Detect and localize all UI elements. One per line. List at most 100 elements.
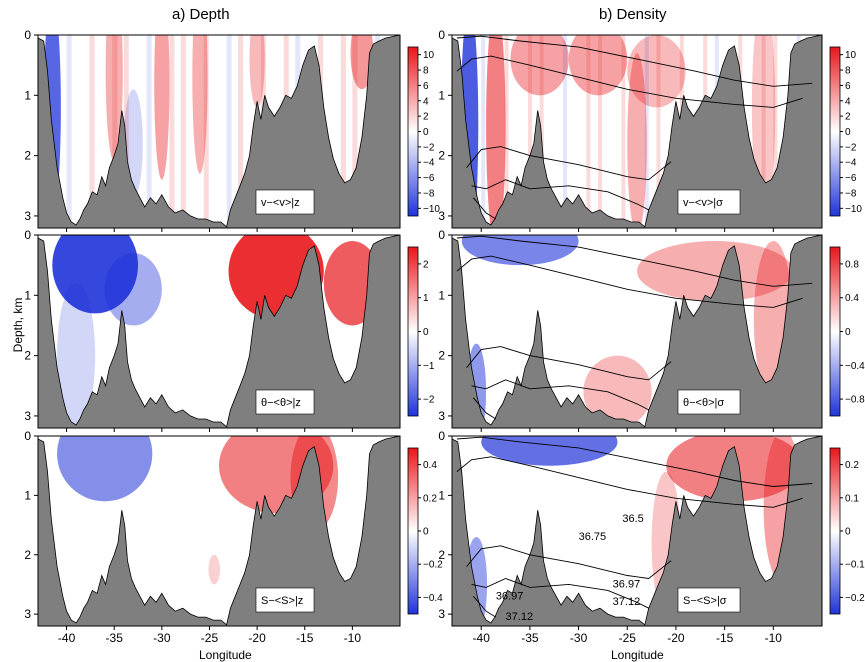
y-tick-label: 1 (24, 488, 31, 502)
anomaly-stripe (89, 35, 95, 228)
y-tick-label: 0 (438, 228, 445, 242)
anomaly-stripe (773, 35, 778, 228)
panel-middle-left: 0 1 2 3 θ−<θ>|z 2 1 0 −1 −2 (24, 228, 435, 432)
colorbar-tick-label: −2 (423, 142, 435, 153)
panel-middle-right: 0 1 2 3 θ−<θ>|σ 0.8 0.4 0 −0.4 −0.8 (438, 228, 865, 432)
panel-top-left: 0 1 2 3 v−<v>|z 10 8 6 4 2 0 −2 −4 −6 −8 −10 (24, 28, 440, 232)
colorbar-tick-label: 0.1 (845, 493, 859, 504)
col-title-depth: a) Depth (172, 6, 230, 23)
anomaly-region (486, 35, 506, 228)
colorbar-tick-label: −0.2 (845, 593, 865, 604)
anomaly-region (249, 35, 265, 108)
colorbar (829, 46, 841, 217)
anomaly-stripe (644, 35, 649, 228)
anomaly-region (568, 35, 628, 96)
anomaly-region (57, 436, 153, 502)
y-tick-label: 1 (24, 288, 31, 302)
colorbar-tick-label: 0.4 (423, 460, 437, 471)
colorbar-tick-label: 4 (423, 96, 429, 107)
seafloor-terrain (452, 35, 822, 228)
colorbar (407, 447, 419, 615)
colorbar-tick-label: −2 (423, 395, 435, 406)
seafloor-terrain (38, 436, 400, 626)
x-tick-label: -10 (765, 631, 783, 645)
y-tick-label: 1 (438, 288, 445, 302)
colorbar-tick-label: 0 (845, 327, 851, 338)
x-tick-label: -10 (344, 631, 362, 645)
anomaly-region (154, 35, 170, 180)
x-tick-label: -20 (248, 631, 266, 645)
anomaly-region (208, 554, 220, 585)
anomaly-region (104, 253, 162, 326)
anomaly-region (510, 35, 569, 96)
anomaly-stripe (352, 35, 358, 228)
isopycnal-contour (473, 596, 497, 618)
y-axis-label: Depth, km (11, 297, 25, 353)
y-tick-label: 0 (24, 28, 31, 42)
y-tick-label: 0 (438, 28, 445, 42)
colorbar-tick-label: −0.4 (423, 593, 443, 604)
y-tick-label: 2 (24, 149, 31, 163)
inset-label: v−<v>|z (261, 197, 300, 209)
y-tick-label: 1 (438, 488, 445, 502)
colorbar-tick-label: 2 (845, 112, 851, 123)
y-tick-label: 3 (24, 607, 31, 621)
contour-label: 37.12 (613, 596, 641, 608)
anomaly-stripe (238, 35, 244, 228)
seafloor-terrain (38, 235, 400, 428)
x-tick-label: -30 (570, 631, 588, 645)
anomaly-region (461, 235, 579, 266)
inset-label: v−<v>|σ (683, 197, 723, 209)
inset-label: S−<S>|σ (683, 595, 727, 607)
anomaly-stripe (169, 35, 175, 228)
x-tick-label: -35 (521, 631, 539, 645)
colorbar-tick-label: 0 (845, 527, 851, 538)
anomaly-region (627, 53, 647, 228)
y-tick-label: 3 (438, 409, 445, 423)
colorbar-tick-label: −8 (423, 188, 435, 199)
panel-frame (451, 34, 823, 229)
colorbar-tick-label: 10 (845, 50, 857, 61)
y-tick-label: 2 (438, 349, 445, 363)
colorbar-tick-label: −6 (423, 173, 435, 184)
contour-label: 36.75 (579, 531, 607, 543)
y-tick-label: 1 (438, 88, 445, 102)
anomaly-stripe (180, 35, 186, 228)
seafloor-terrain (452, 436, 822, 626)
colorbar-tick-label: 0 (423, 127, 429, 138)
panel-top-right: 0 1 2 3 v−<v>|σ 10 8 6 4 2 0 −2 −4 −6 −8 −10 (438, 28, 862, 232)
colorbar-tick-label: −0.2 (423, 560, 443, 571)
x-tick-label: -40 (473, 631, 491, 645)
seafloor-terrain (452, 235, 822, 428)
colorbar-tick-label: 0 (423, 327, 429, 338)
contour-label: 36.97 (496, 590, 524, 602)
anomaly-stripe (563, 35, 567, 228)
colorbar-tick-label: 0.2 (423, 493, 437, 504)
colorbar-tick-label: 1 (423, 293, 429, 304)
isopycnal-contour (456, 436, 813, 487)
x-tick-label: -25 (619, 631, 637, 645)
colorbar-tick-label: 6 (845, 81, 851, 92)
contour-label: 36.5 (622, 513, 643, 525)
inset-label-box (255, 189, 315, 215)
x-tick-label: -40 (58, 631, 76, 645)
anomaly-region (627, 35, 686, 108)
colorbar-tick-label: −2 (845, 142, 857, 153)
anomaly-stripe (504, 35, 509, 228)
anomaly-region (52, 235, 139, 314)
panel-frame (37, 435, 401, 627)
colorbar-tick-label: 0.2 (845, 460, 859, 471)
colorbar-tick-label: 8 (845, 66, 851, 77)
colorbar-tick-label: −10 (423, 204, 440, 215)
isopycnal-contour (456, 55, 803, 108)
anomaly-stripe (112, 35, 118, 228)
y-tick-label: 0 (438, 429, 445, 443)
isopycnal-contour (473, 197, 497, 220)
anomaly-stripe (146, 35, 152, 228)
x-axis-label-left: Longitude (199, 648, 252, 662)
anomaly-stripe (481, 35, 486, 228)
y-tick-label: 0 (24, 429, 31, 443)
anomaly-stripe (586, 35, 591, 228)
inset-label-box (677, 587, 741, 613)
inset-label: θ−<θ>|σ (683, 397, 724, 409)
